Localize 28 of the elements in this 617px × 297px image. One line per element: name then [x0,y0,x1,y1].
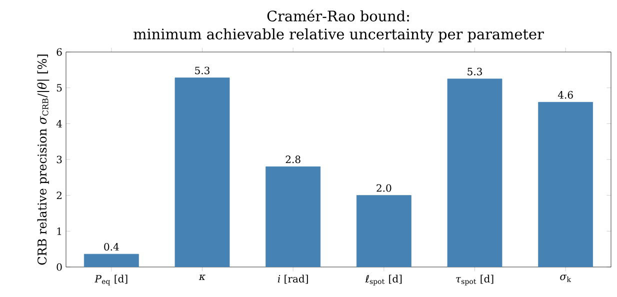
y-axis-title: CRB relative precision σ$_{CRB}$/|θ| [%] [37,54,50,265]
data-label: 4.6 [558,91,573,99]
bar [447,78,502,267]
x-tick-label: i [rad] [278,274,308,284]
bar [266,166,321,267]
chart-title: Cramér-Rao bound: [267,10,409,22]
y-tick-label: 4 [56,120,62,128]
x-tick-label: τ$_{spot}$ [d] [456,274,494,286]
x-tick-label: σ$_{k}$ [560,274,572,282]
data-label: 2.0 [376,184,392,192]
bar [174,78,230,267]
y-tick-label: 3 [56,156,62,164]
data-label: 0.4 [104,242,119,251]
y-tick-label: 1 [57,227,62,235]
chart-subtitle: minimum achievable relative uncertainty per parameter [134,28,544,42]
data-label: 5.3 [468,68,482,76]
data-label: 5.3 [195,66,210,74]
y-tick-label: 5 [56,84,62,92]
x-tick-label: κ [198,274,206,280]
data-label: 2.8 [286,156,300,164]
x-tick-label: ℓ$_{spot}$ [d] [365,274,402,286]
bar [356,195,412,267]
x-tick-label: P$_{eq}$ [d] [94,274,128,286]
y-tick-label: 0 [56,263,62,271]
bar [84,254,139,267]
bar [538,102,594,267]
y-tick-label: 2 [56,192,62,200]
y-tick-label: 6 [56,48,62,56]
